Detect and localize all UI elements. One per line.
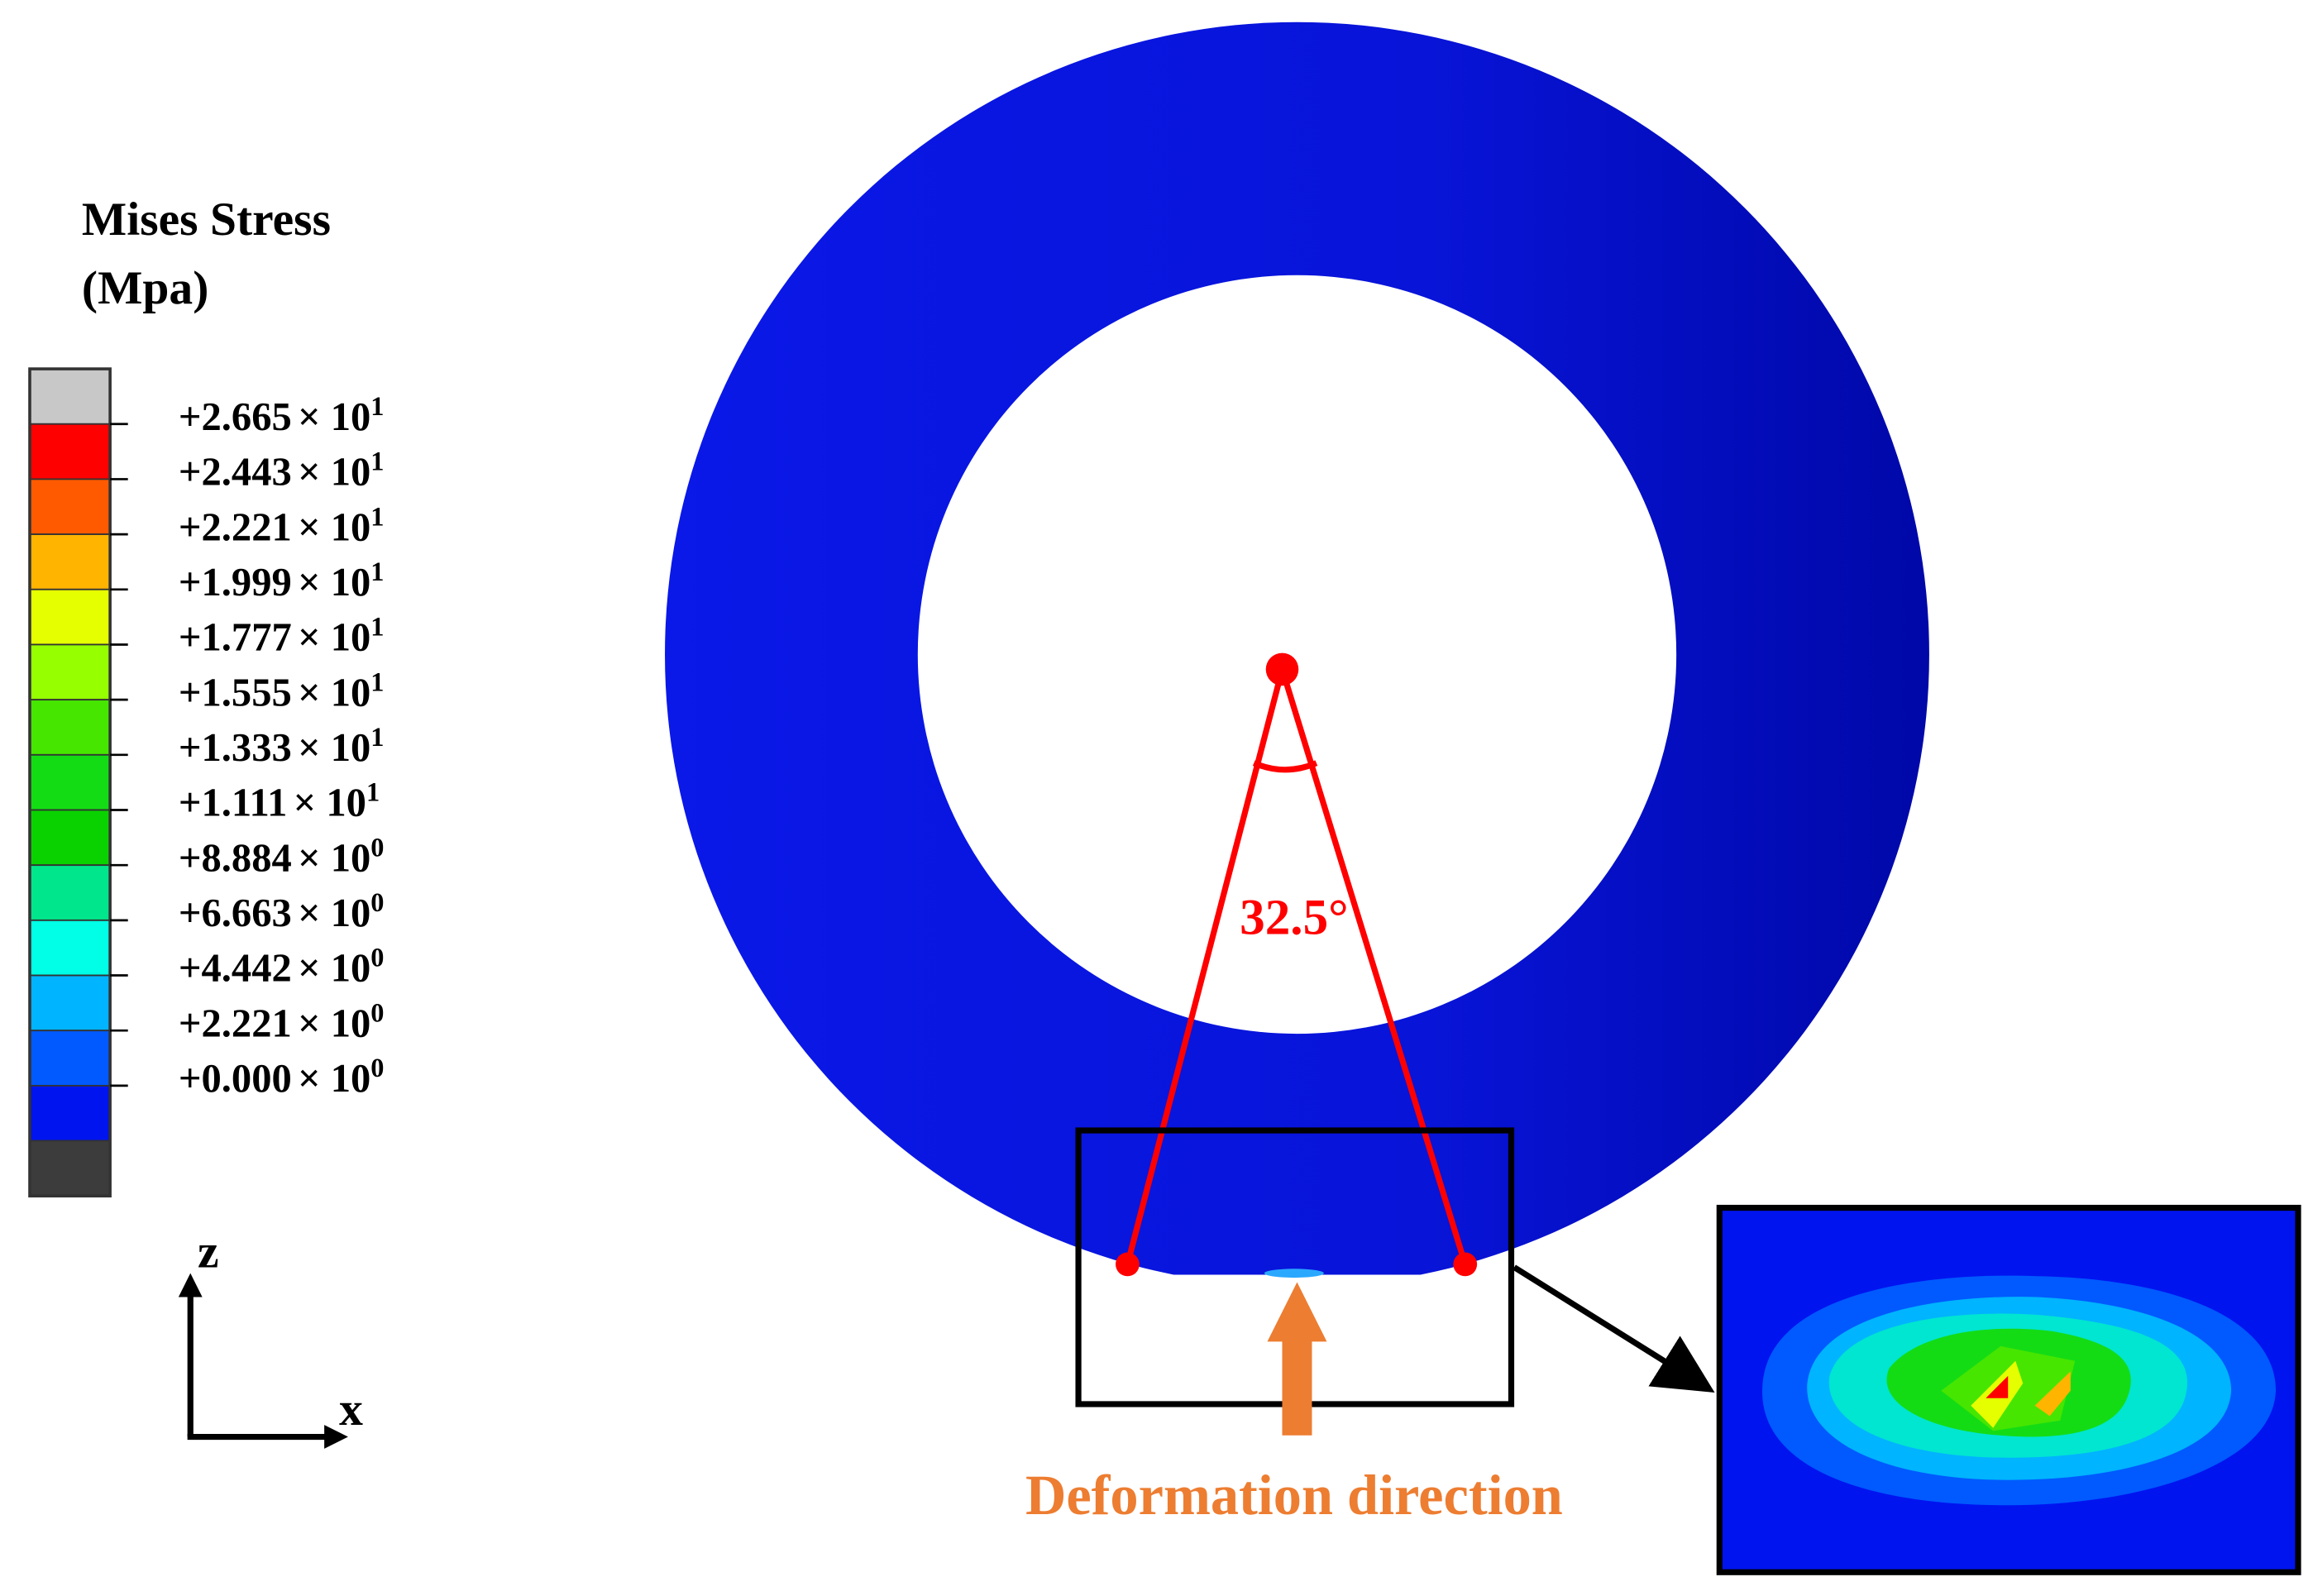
legend-label: +1.999 × 101: [179, 557, 385, 604]
center-dot: [1265, 652, 1299, 686]
end-dot: [1116, 1252, 1140, 1277]
legend-swatch: [29, 809, 112, 867]
angle-lines: [1124, 668, 1469, 1265]
x-label: x: [339, 1383, 363, 1436]
times: × 10: [298, 560, 370, 604]
legend-label: +4.442 × 100: [179, 944, 385, 991]
exponent: 1: [370, 447, 384, 477]
legend-swatch: [29, 643, 112, 701]
legend-swatch: [29, 478, 112, 536]
exponent: 1: [370, 392, 384, 422]
exponent: 1: [370, 502, 384, 532]
legend-title: Mises Stress: [82, 194, 331, 246]
exponent: 1: [370, 667, 384, 697]
direction-label: Deformation direction: [1025, 1464, 1563, 1527]
legend-label: +2.221 × 100: [179, 998, 385, 1045]
legend-swatch: [29, 919, 112, 977]
exponent: 1: [370, 613, 384, 643]
axis-triad: z x: [178, 1226, 363, 1449]
mantissa: +1.555: [179, 670, 292, 714]
legend-swatch: [29, 368, 112, 425]
exponent: 1: [370, 723, 384, 753]
times: × 10: [298, 891, 370, 935]
times: × 10: [298, 946, 370, 991]
legend-label: +2.665 × 101: [179, 392, 385, 439]
legend-label: +1.555 × 101: [179, 667, 385, 714]
times: × 10: [298, 1056, 370, 1101]
mantissa: +1.333: [179, 725, 292, 770]
times: × 10: [298, 450, 370, 495]
mantissa: +0.000: [179, 1056, 292, 1101]
legend-label: +1.111 × 101: [179, 778, 380, 825]
legend-swatch: [29, 1084, 112, 1142]
mantissa: +2.221: [179, 1001, 292, 1045]
legend-swatch: [29, 753, 112, 811]
zoom-inset: [1716, 1204, 2301, 1575]
legend-swatch: [29, 1030, 112, 1087]
legend-swatch: [29, 699, 112, 756]
zoom-arrow: [1513, 1264, 1715, 1393]
mantissa: +6.663: [179, 891, 292, 935]
legend-label: +6.663 × 100: [179, 888, 385, 935]
mantissa: +4.442: [179, 946, 292, 991]
legend-label: +1.333 × 101: [179, 723, 385, 770]
legend-swatch: [29, 1140, 112, 1197]
mantissa: +2.221: [179, 504, 292, 549]
z-label: z: [198, 1226, 219, 1278]
legend-border: [28, 367, 112, 1198]
legend-label: +0.000 × 100: [179, 1054, 385, 1101]
times: × 10: [298, 835, 370, 880]
exponent: 1: [366, 778, 380, 808]
mantissa: +1.999: [179, 560, 292, 604]
exponent: 1: [370, 557, 384, 587]
contact-patch: [1264, 1269, 1324, 1278]
times: × 10: [298, 670, 370, 714]
angle-label: 32.5°: [1240, 891, 1348, 946]
mantissa: +2.665: [179, 394, 292, 439]
times: × 10: [298, 394, 370, 439]
legend: +2.665 × 101+2.443 × 101+2.221 × 101+1.999 ×…: [28, 367, 385, 1198]
exponent: 0: [370, 998, 384, 1028]
legend-label: +1.777 × 101: [179, 613, 385, 660]
deformation-arrow: [1267, 1282, 1327, 1436]
legend-swatch: [29, 423, 112, 480]
exponent: 0: [370, 1054, 384, 1083]
exponent: 0: [370, 833, 384, 863]
mantissa: +8.884: [179, 835, 292, 880]
legend-label: +8.884 × 100: [179, 833, 385, 880]
times: × 10: [298, 615, 370, 660]
legend-swatch: [29, 864, 112, 921]
mantissa: +2.443: [179, 450, 292, 495]
mantissa: +1.111: [179, 781, 288, 825]
legend-swatch: [29, 974, 112, 1032]
legend-unit: (Mpa): [82, 262, 208, 314]
tire-ring: [665, 22, 1929, 1275]
legend-swatch: [29, 533, 112, 590]
x-arrowhead: [324, 1425, 348, 1449]
legend-label: +2.443 × 101: [179, 447, 385, 495]
times: × 10: [298, 725, 370, 770]
legend-label: +2.221 × 101: [179, 502, 385, 549]
mantissa: +1.777: [179, 615, 292, 660]
times: × 10: [294, 781, 366, 825]
times: × 10: [298, 1001, 370, 1045]
end-dot: [1453, 1252, 1478, 1277]
exponent: 0: [370, 888, 384, 918]
exponent: 0: [370, 944, 384, 973]
z-arrowhead: [178, 1273, 203, 1297]
times: × 10: [298, 504, 370, 549]
legend-swatch: [29, 588, 112, 646]
